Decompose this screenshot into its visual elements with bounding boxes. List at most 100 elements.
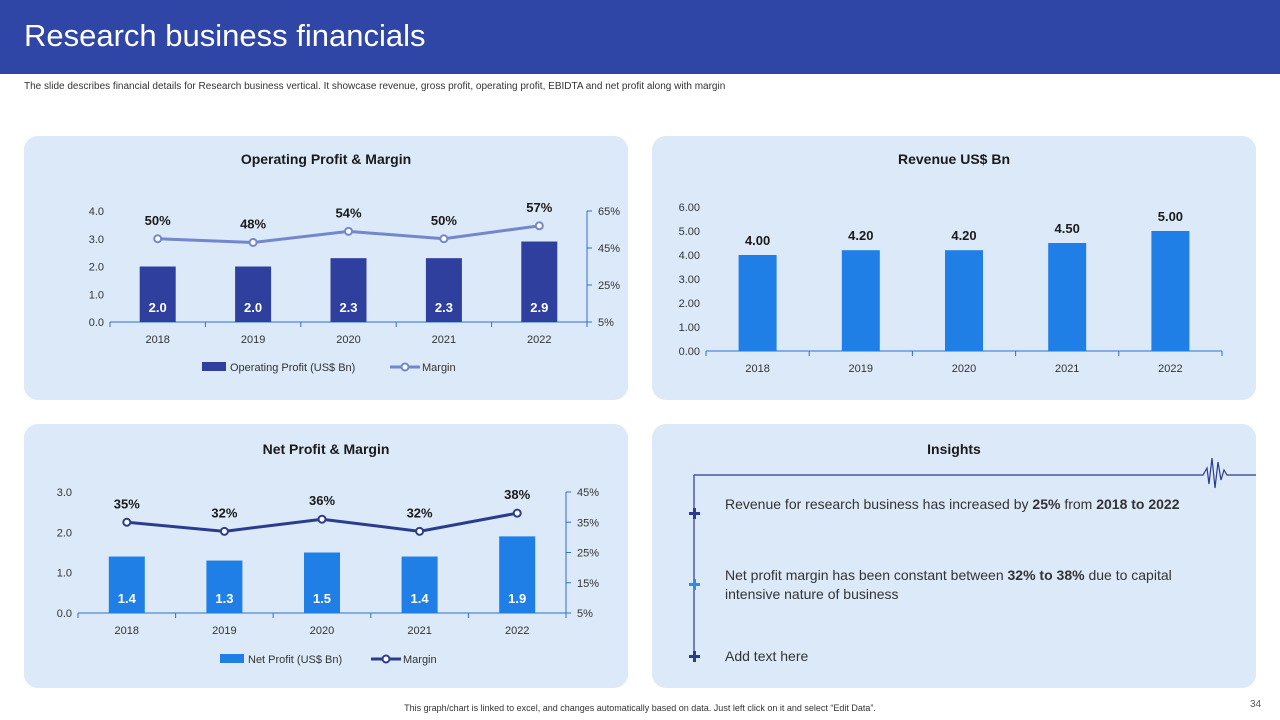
x-tick-label: 2018: [745, 363, 769, 375]
bar: [206, 560, 243, 613]
margin-value-label: 32%: [407, 505, 433, 520]
bar-value-label: 1.4: [411, 591, 430, 606]
y2-tick-label: 45%: [598, 243, 620, 255]
insight-item: Revenue for research business has increa…: [725, 496, 1180, 512]
x-tick-label: 2020: [310, 625, 334, 637]
y-tick-label: 2.0: [89, 262, 104, 274]
slide-subtitle: The slide describes financial details fo…: [24, 81, 726, 92]
y2-tick-label: 5%: [598, 317, 614, 329]
operating-chart-title: Operating Profit & Margin: [240, 151, 412, 167]
page-number: 34: [1250, 699, 1262, 710]
legend-line-marker: [400, 362, 410, 372]
x-tick-label: 2019: [212, 625, 236, 637]
y2-tick-label: 45%: [577, 487, 599, 499]
bar: [841, 250, 880, 351]
margin-point: [219, 526, 229, 536]
y2-tick-label: 25%: [598, 280, 620, 292]
legend-bar-swatch: [202, 362, 226, 371]
legend-bar-label: Net Profit (US$ Bn): [248, 654, 342, 666]
margin-value-label: 50%: [145, 213, 171, 228]
margin-point: [122, 517, 132, 527]
bar: [304, 552, 340, 613]
margin-value-label: 35%: [114, 496, 140, 511]
x-tick-label: 2021: [407, 625, 431, 637]
margin-value-label: 57%: [526, 200, 552, 215]
x-tick-label: 2019: [849, 363, 873, 375]
operating-profit-chart[interactable]: 0.0 1.0 2.0 3.0 4.0 2018 2019 2020 2021 2022 5% 25%…: [24, 136, 628, 400]
margin-value-label: 54%: [335, 205, 361, 220]
y2-tick-label: 15%: [577, 578, 599, 590]
y2-tick-label: 5%: [577, 608, 593, 620]
y-tick-label: 4.0: [89, 206, 104, 218]
x-tick-label: 2022: [1158, 363, 1182, 375]
y-tick-label: 1.0: [89, 289, 104, 301]
y-tick-label: 4.00: [679, 250, 700, 262]
bar: [330, 258, 367, 322]
margin-value-label: 50%: [431, 213, 457, 228]
bar: [108, 556, 145, 613]
bar: [945, 250, 983, 351]
y-tick-label: 0.0: [57, 608, 72, 620]
bar: [738, 255, 777, 351]
revenue-card[interactable]: Revenue US$ Bn 0.00 1.00 2.00 3.00 4.00 5.00 6…: [652, 136, 1256, 400]
legend-line-marker: [381, 654, 391, 664]
bar: [235, 266, 272, 322]
bar-value-label: 1.4: [118, 591, 137, 606]
y-tick-label: 0.0: [89, 317, 104, 329]
plus-icon: [689, 579, 700, 590]
insights-title: Insights: [927, 441, 981, 457]
y-tick-label: 3.0: [89, 234, 104, 246]
y-tick-label: 3.00: [679, 274, 700, 286]
net-profit-card[interactable]: Net Profit & Margin 0.0 1.0 2.0 3.0 2018 2019…: [24, 424, 628, 688]
bar-value-label: 5.00: [1158, 209, 1183, 224]
bar: [1048, 243, 1087, 351]
margin-point: [153, 234, 163, 244]
bar-value-label: 4.00: [745, 233, 770, 248]
bar: [139, 266, 176, 322]
bar-value-label: 2.0: [244, 300, 262, 315]
net-profit-chart[interactable]: 0.0 1.0 2.0 3.0 2018 2019 2020 2021 2022 5% 15% 25%…: [24, 424, 628, 688]
bar-value-label: 1.3: [215, 591, 233, 606]
bar-value-label: 2.3: [435, 300, 453, 315]
slide-header: Research business financials: [0, 0, 1280, 74]
footer-note: This graph/chart is linked to excel, and…: [404, 703, 876, 713]
margin-point: [415, 526, 425, 536]
margin-point: [534, 221, 544, 231]
insight-item: Add text here: [725, 648, 809, 664]
margin-point: [317, 514, 327, 524]
margin-value-label: 48%: [240, 216, 266, 231]
revenue-chart[interactable]: 0.00 1.00 2.00 3.00 4.00 5.00 6.00 2018 2019 2020…: [652, 136, 1256, 400]
x-tick-label: 2020: [336, 334, 360, 346]
bar-value-label: 1.5: [313, 591, 331, 606]
bar-value-label: 2.3: [339, 300, 357, 315]
bar: [1151, 231, 1190, 351]
y2-tick-label: 25%: [577, 548, 599, 560]
legend-line-label: Margin: [403, 654, 437, 666]
y-tick-label: 2.0: [57, 527, 72, 539]
x-tick-label: 2018: [145, 334, 169, 346]
operating-profit-card[interactable]: Operating Profit & Margin 0.0 1.0 2.0 3.0 4.…: [24, 136, 628, 400]
bar: [499, 536, 536, 613]
plus-icon: [689, 508, 700, 519]
legend-bar-label: Operating Profit (US$ Bn): [230, 362, 355, 374]
y-tick-label: 5.00: [679, 226, 700, 238]
bar-value-label: 2.0: [149, 300, 167, 315]
insight-item: Net profit margin has been constant betw…: [725, 567, 1172, 602]
plus-icon: [689, 651, 700, 662]
bar-value-label: 4.20: [848, 228, 873, 243]
slide-title: Research business financials: [24, 18, 426, 53]
x-tick-label: 2021: [1055, 363, 1079, 375]
bar: [425, 258, 462, 322]
bar-value-label: 1.9: [508, 591, 526, 606]
x-tick-label: 2018: [115, 625, 139, 637]
margin-value-label: 32%: [211, 505, 237, 520]
x-tick-label: 2022: [505, 625, 529, 637]
margin-value-label: 36%: [309, 493, 335, 508]
y-tick-label: 1.0: [57, 568, 72, 580]
y2-tick-label: 65%: [598, 206, 620, 218]
y-tick-label: 3.0: [57, 487, 72, 499]
margin-point: [439, 234, 449, 244]
bar: [401, 556, 438, 613]
x-tick-label: 2019: [241, 334, 265, 346]
bar: [521, 241, 558, 322]
